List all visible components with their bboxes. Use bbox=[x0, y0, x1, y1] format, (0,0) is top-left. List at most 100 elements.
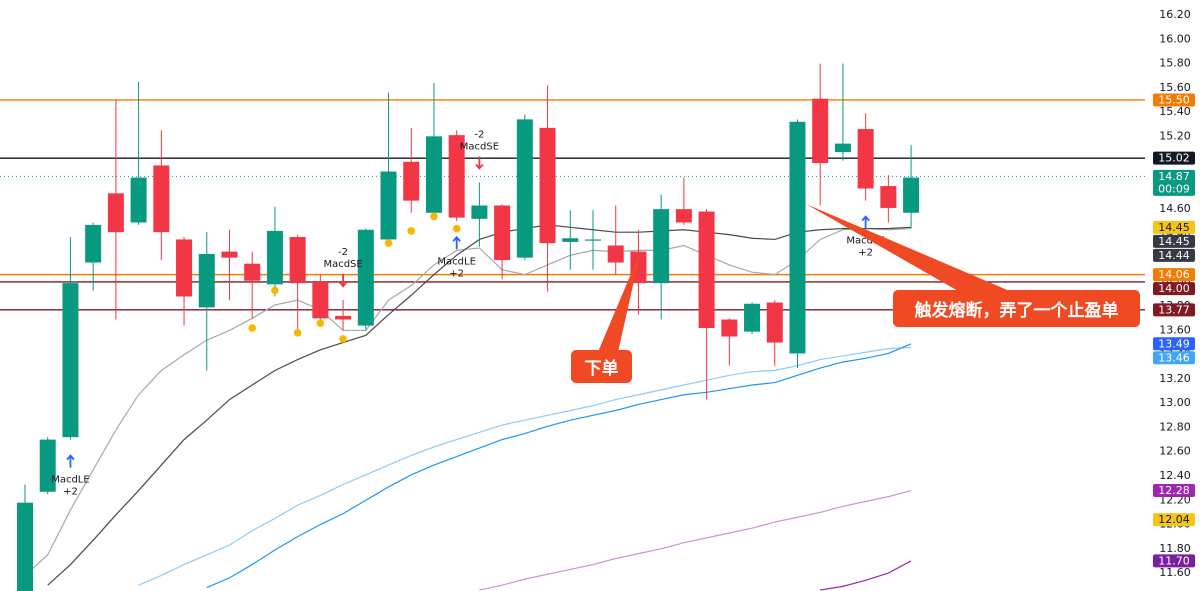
price-tag-label: 14.44 bbox=[1158, 249, 1190, 262]
price-tag-label: 13.46 bbox=[1158, 351, 1190, 364]
price-tag: 15.02 bbox=[1153, 151, 1195, 165]
y-tick-label: 15.80 bbox=[1159, 57, 1191, 70]
moving-average bbox=[479, 489, 912, 591]
candle-body bbox=[312, 281, 329, 319]
price-tag-box bbox=[1153, 220, 1195, 234]
y-tick-label: 16.20 bbox=[1159, 8, 1191, 21]
candle-body bbox=[494, 205, 511, 261]
candle-body bbox=[880, 186, 897, 208]
price-tag-box bbox=[1153, 282, 1195, 296]
signal-arrow bbox=[338, 274, 348, 288]
annotation: 触发熔断，弄了一个止盈单 bbox=[893, 290, 1140, 327]
candle-body bbox=[448, 135, 465, 218]
price-tag-box bbox=[1153, 351, 1195, 365]
signal-label: MacdSE bbox=[460, 141, 499, 152]
indicator-dot bbox=[407, 227, 416, 235]
candle-body bbox=[903, 177, 920, 213]
y-tick-label: 12.40 bbox=[1159, 469, 1191, 482]
price-tag: 14.00 bbox=[1153, 282, 1195, 296]
price-tag: 13.49 bbox=[1153, 337, 1195, 351]
price-tag: 12.04 bbox=[1153, 513, 1195, 527]
signal-arrow bbox=[475, 156, 484, 170]
candle-body bbox=[516, 119, 533, 258]
signal-label: MacdSE bbox=[323, 259, 362, 270]
candle-body bbox=[766, 302, 783, 343]
price-tag-label: 12.28 bbox=[1158, 484, 1190, 497]
price-tag-label: 14.45 bbox=[1158, 221, 1190, 234]
signal-label: MacdLE bbox=[437, 256, 476, 267]
signal-label: MacdLE bbox=[846, 236, 885, 247]
indicator-dot bbox=[384, 239, 393, 247]
price-tag-label: 14.87 bbox=[1158, 170, 1190, 183]
candle-body bbox=[562, 238, 579, 242]
price-tag-box bbox=[1153, 513, 1195, 527]
candle-body bbox=[630, 251, 647, 284]
candle-body bbox=[698, 211, 715, 329]
candle-body bbox=[744, 303, 761, 332]
signal-arrow bbox=[861, 215, 870, 229]
candle-body bbox=[198, 254, 215, 308]
price-tag-label: 14.00 bbox=[1158, 282, 1190, 295]
price-tag-box bbox=[1153, 234, 1195, 248]
signal-arrow bbox=[66, 454, 75, 468]
price-tag-box bbox=[1153, 484, 1195, 498]
price-tag: 14.45 bbox=[1153, 220, 1195, 234]
candle-body bbox=[653, 209, 670, 284]
y-tick-label: 13.00 bbox=[1159, 396, 1191, 409]
signal-qty: +2 bbox=[858, 248, 873, 259]
indicator-dot bbox=[271, 286, 279, 295]
price-tag-box bbox=[1153, 554, 1195, 568]
indicator-dot bbox=[316, 319, 325, 327]
candle-body bbox=[471, 205, 488, 219]
y-tick-label: 12.60 bbox=[1159, 445, 1191, 458]
price-tag-label: 14.06 bbox=[1158, 268, 1190, 281]
price-tag-label: 13.77 bbox=[1158, 303, 1190, 316]
candle-body bbox=[357, 229, 374, 326]
price-tag: 13.46 bbox=[1153, 351, 1195, 365]
price-tag-box bbox=[1153, 268, 1195, 282]
candle-body bbox=[721, 319, 738, 337]
candle-body bbox=[153, 165, 170, 233]
price-tag-box bbox=[1153, 151, 1195, 165]
indicator-dot bbox=[248, 324, 256, 332]
price-tag: 12.28 bbox=[1153, 484, 1195, 498]
y-tick-label: 14.60 bbox=[1159, 202, 1191, 215]
price-tag: 14.44 bbox=[1153, 248, 1195, 262]
indicator-dot bbox=[339, 335, 347, 343]
candle-body bbox=[107, 193, 124, 233]
candle-body bbox=[244, 263, 261, 281]
price-tag-label: 11.70 bbox=[1158, 554, 1190, 567]
price-tag-label: 15.50 bbox=[1158, 93, 1190, 106]
moving-average bbox=[206, 343, 912, 589]
annotation: 下单 bbox=[571, 350, 632, 383]
price-tag-label: 13.49 bbox=[1158, 337, 1190, 350]
candle-body bbox=[403, 161, 420, 201]
price-tag-label: 15.02 bbox=[1158, 152, 1190, 165]
candle-body bbox=[857, 129, 874, 189]
price-tag-box bbox=[1153, 248, 1195, 262]
price-tag: 11.70 bbox=[1153, 554, 1195, 568]
y-tick-label: 12.80 bbox=[1159, 420, 1191, 433]
signal-qty: +2 bbox=[449, 268, 464, 279]
price-tag-box bbox=[1153, 337, 1195, 351]
price-tag: 14.45 bbox=[1153, 234, 1195, 248]
y-tick-label: 11.80 bbox=[1159, 542, 1191, 555]
candle-body bbox=[607, 245, 624, 263]
y-tick-label: 15.60 bbox=[1159, 81, 1191, 94]
price-tag-box bbox=[1153, 169, 1195, 196]
candle-body bbox=[675, 209, 692, 223]
signal-label: MacdLE bbox=[51, 475, 90, 486]
y-tick-label: 15.40 bbox=[1159, 105, 1191, 118]
candle-body bbox=[335, 315, 352, 320]
moving-average bbox=[138, 346, 912, 586]
y-tick-label: 16.00 bbox=[1159, 32, 1191, 45]
candle-body bbox=[130, 177, 147, 223]
moving-average bbox=[24, 227, 912, 576]
candle-body bbox=[585, 239, 601, 241]
candle-body bbox=[425, 136, 442, 213]
y-tick-label: 11.60 bbox=[1159, 566, 1191, 579]
y-tick-label: 15.20 bbox=[1159, 129, 1191, 142]
signal-qty: +2 bbox=[63, 487, 78, 498]
candle-body bbox=[62, 283, 79, 438]
